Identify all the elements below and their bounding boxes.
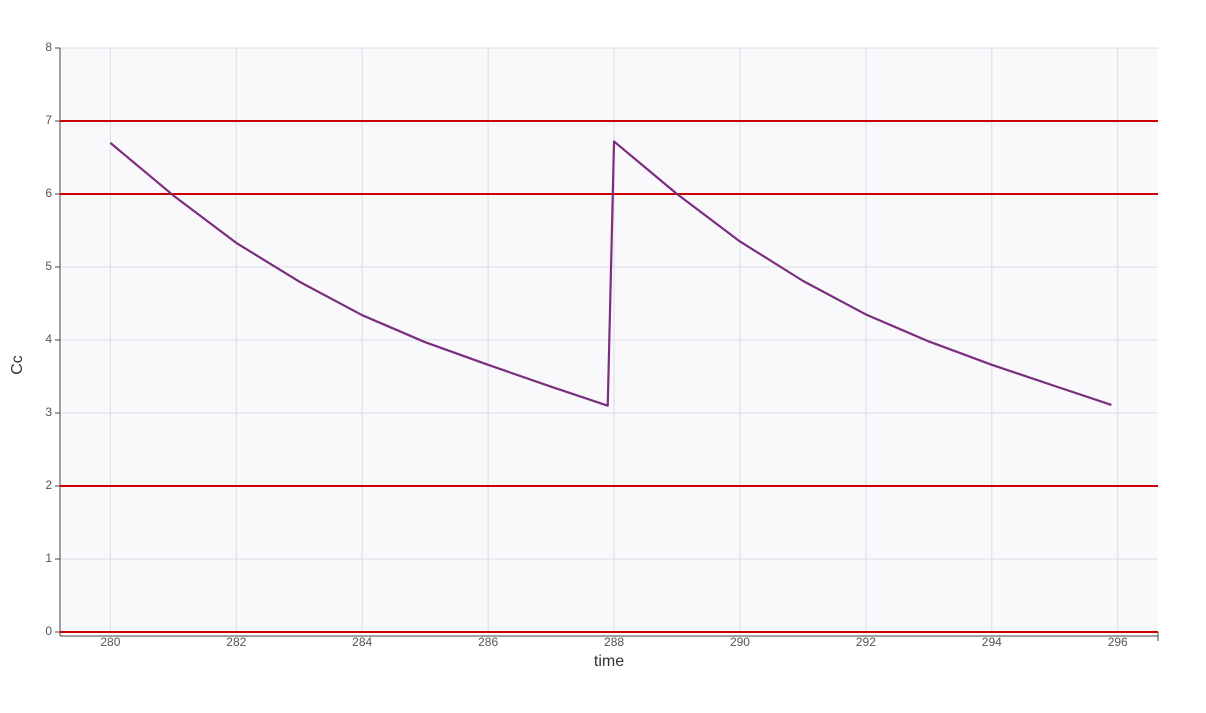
x-tick-label: 296 bbox=[1108, 635, 1128, 649]
x-tick-label: 290 bbox=[730, 635, 750, 649]
y-axis-title: Cc bbox=[9, 355, 26, 375]
y-tick-label: 3 bbox=[45, 405, 52, 419]
x-tick-label: 284 bbox=[352, 635, 372, 649]
x-tick-label: 286 bbox=[478, 635, 498, 649]
y-tick-label: 6 bbox=[45, 186, 52, 200]
y-tick-label: 0 bbox=[45, 624, 52, 638]
x-tick-label: 282 bbox=[226, 635, 246, 649]
y-tick-label: 4 bbox=[45, 332, 52, 346]
y-tick-label: 7 bbox=[45, 113, 52, 127]
y-tick-label: 5 bbox=[45, 259, 52, 273]
y-tick-label: 8 bbox=[45, 40, 52, 54]
x-tick-label: 288 bbox=[604, 635, 624, 649]
y-tick-label: 1 bbox=[45, 551, 52, 565]
y-tick-label: 2 bbox=[45, 478, 52, 492]
x-tick-label: 294 bbox=[982, 635, 1002, 649]
x-tick-label: 292 bbox=[856, 635, 876, 649]
x-axis-title: time bbox=[594, 653, 624, 670]
data-line bbox=[109, 140, 1112, 407]
x-tick-label: 280 bbox=[100, 635, 120, 649]
